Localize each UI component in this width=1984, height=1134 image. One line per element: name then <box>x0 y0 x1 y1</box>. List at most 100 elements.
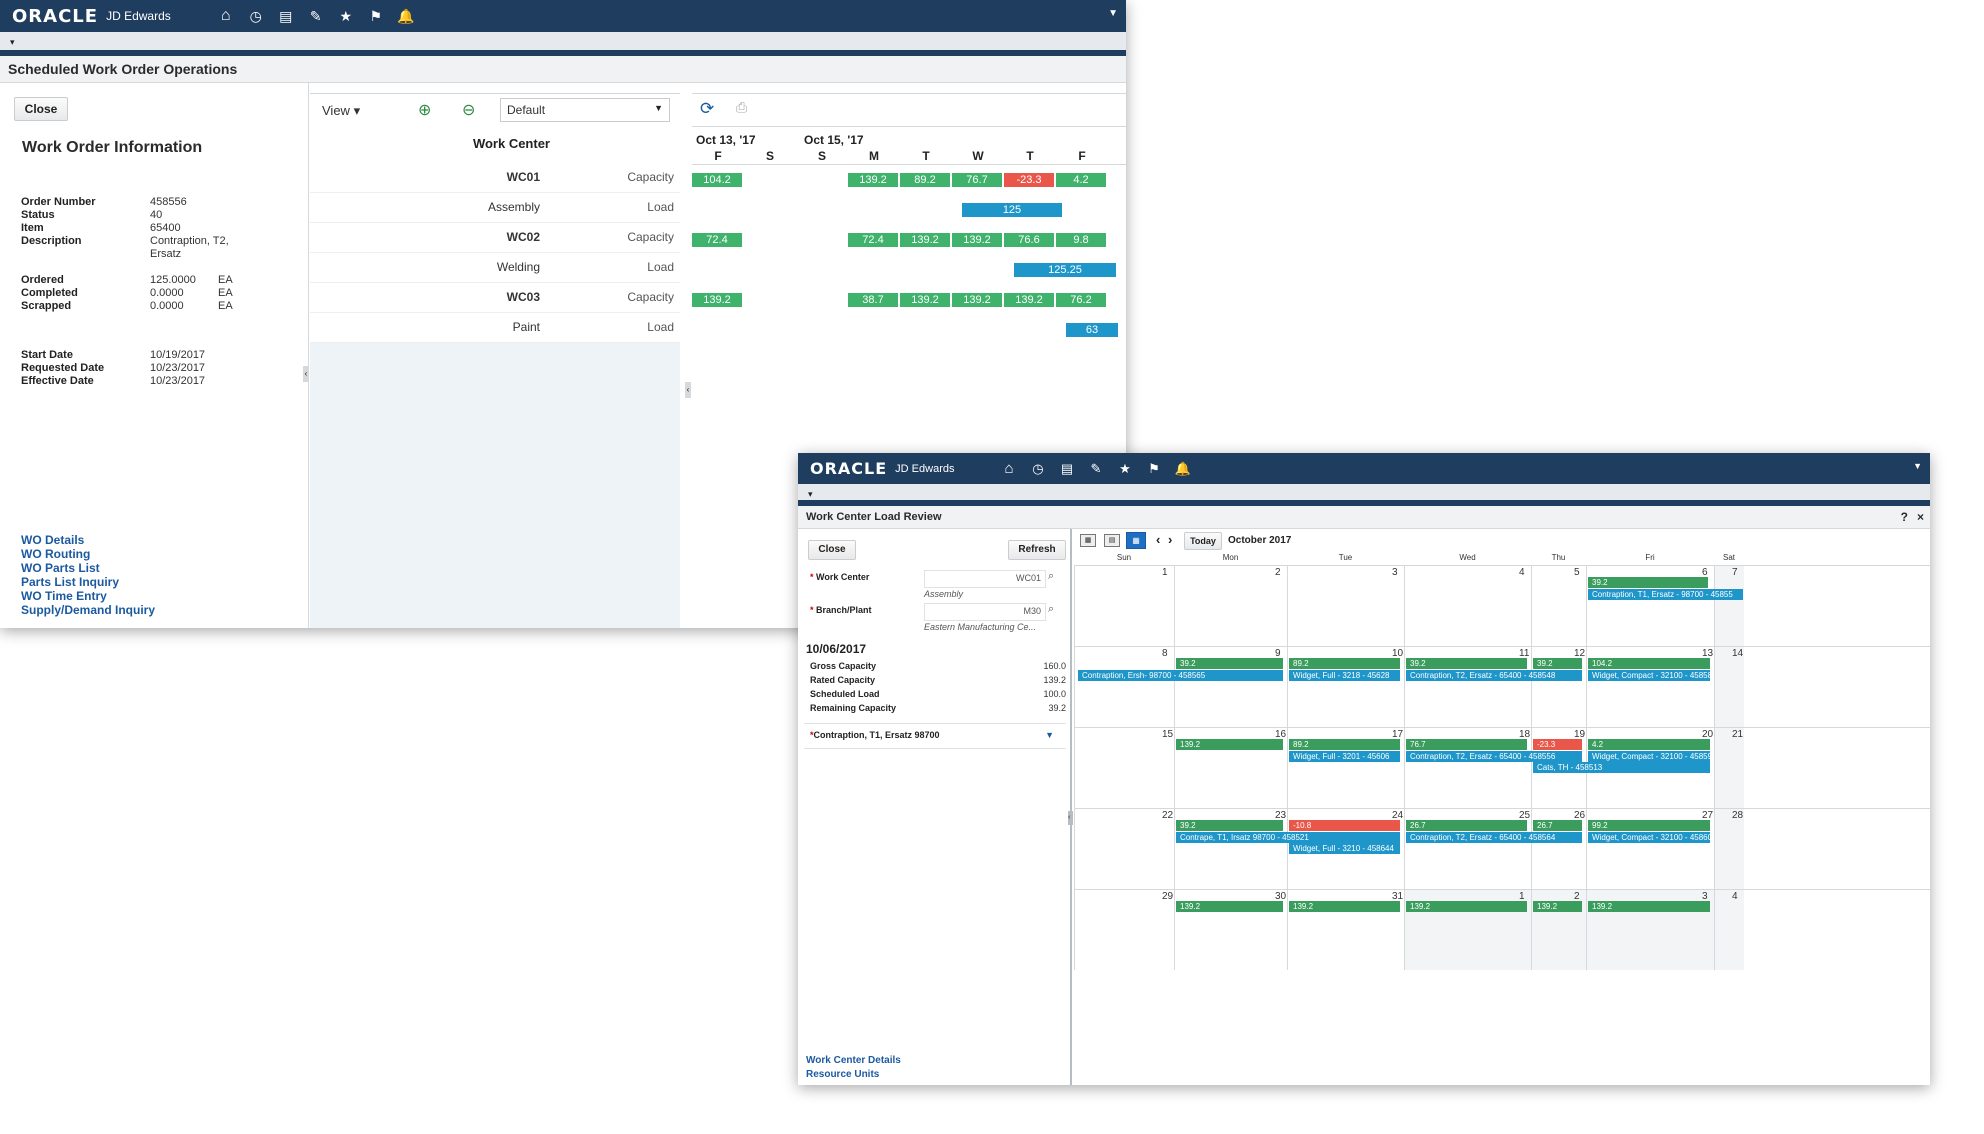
capacity-bar[interactable]: 39.2 <box>1176 658 1283 669</box>
wo-time-entry-link[interactable]: WO Time Entry <box>21 589 107 603</box>
capacity-bar[interactable]: -23.3 <box>1533 739 1582 750</box>
capacity-bar[interactable]: -10.8 <box>1289 820 1400 831</box>
help-icon[interactable]: ? <box>1900 510 1908 524</box>
work-order-bar[interactable]: Widget, Compact - 32100 - 458599 <box>1588 751 1710 762</box>
calendar-day-cell[interactable] <box>1074 566 1174 646</box>
user-menu-caret-icon[interactable]: ▼ <box>1108 8 1118 19</box>
capacity-bar[interactable]: 104.2 <box>1588 658 1710 669</box>
collapse-center-panel-icon[interactable]: ‹ <box>685 382 691 398</box>
notification-bell-icon[interactable]: 🔔 <box>1174 460 1192 476</box>
print-icon[interactable]: ⎙ <box>736 99 748 115</box>
close-button[interactable]: Close <box>14 97 68 121</box>
capacity-cell[interactable]: 139.2 <box>692 293 742 307</box>
refresh-icon[interactable]: ⟳ <box>700 99 715 118</box>
work-center-row[interactable]: Assembly Load <box>310 192 680 223</box>
work-center-row[interactable]: WC03 Capacity <box>310 282 680 313</box>
capacity-cell[interactable]: 72.4 <box>848 233 898 247</box>
parts-list-inquiry-link[interactable]: Parts List Inquiry <box>21 575 120 589</box>
capacity-bar[interactable]: 4.2 <box>1588 739 1710 750</box>
capacity-cell[interactable]: 139.2 <box>900 233 950 247</box>
calendar-day-cell[interactable] <box>1287 566 1404 646</box>
capacity-bar[interactable]: 139.2 <box>1588 901 1710 912</box>
favorites-icon[interactable]: ★ <box>1119 460 1131 476</box>
wo-details-link[interactable]: WO Details <box>21 533 85 547</box>
load-bar[interactable]: 63 <box>1066 323 1118 337</box>
capacity-cell[interactable]: 139.2 <box>952 293 1002 307</box>
capacity-bar[interactable]: 76.7 <box>1406 739 1527 750</box>
calendar-day-cell[interactable] <box>1714 566 1744 646</box>
calendar-day-cell[interactable] <box>1714 890 1744 970</box>
calendar-day-cell[interactable] <box>1531 566 1586 646</box>
collapse-left-panel-icon[interactable]: ‹ <box>303 366 309 382</box>
previous-icon[interactable]: ‹ <box>1156 532 1161 547</box>
branch-plant-input[interactable]: M30 <box>924 603 1046 621</box>
capacity-cell[interactable]: 76.7 <box>952 173 1002 187</box>
capacity-cell[interactable]: 76.2 <box>1056 293 1106 307</box>
work-center-row[interactable]: Paint Load <box>310 312 680 343</box>
close-button[interactable]: Close <box>808 540 856 560</box>
calendar-day-cell[interactable] <box>1074 728 1174 808</box>
work-order-bar[interactable]: Contraption, T1, Ersatz - 98700 - 45855 <box>1588 589 1743 600</box>
home-icon[interactable]: ⌂ <box>220 7 231 24</box>
search-icon[interactable]: ⌕ <box>1048 570 1055 582</box>
capacity-cell[interactable]: 4.2 <box>1056 173 1106 187</box>
recent-icon[interactable]: ◷ <box>1032 460 1044 476</box>
capacity-bar[interactable]: 89.2 <box>1289 658 1400 669</box>
calendar-day-cell[interactable] <box>1714 647 1744 727</box>
collapse-left-panel-icon[interactable]: ‹ <box>1068 811 1073 825</box>
edit-icon[interactable]: ✎ <box>309 7 322 24</box>
work-order-bar[interactable]: Contrape, T1, Irsatz 98700 - 458521 <box>1176 832 1400 843</box>
search-icon[interactable]: ⌕ <box>1048 603 1055 615</box>
tasks-icon[interactable]: ▤ <box>1060 460 1074 476</box>
capacity-bar[interactable]: 39.2 <box>1588 577 1708 588</box>
capacity-cell[interactable]: 104.2 <box>692 173 742 187</box>
zoom-in-icon[interactable]: ⊕ <box>418 102 432 119</box>
next-icon[interactable]: › <box>1168 532 1173 547</box>
edit-icon[interactable]: ✎ <box>1090 460 1102 476</box>
favorites-icon[interactable]: ★ <box>339 7 353 24</box>
flag-icon[interactable]: ⚑ <box>369 7 383 24</box>
calendar-day-cell[interactable] <box>1714 728 1744 808</box>
calendar-day-cell[interactable] <box>1714 809 1744 889</box>
capacity-cell[interactable]: 139.2 <box>848 173 898 187</box>
capacity-bar[interactable]: 89.2 <box>1289 739 1400 750</box>
zoom-out-icon[interactable]: ⊖ <box>462 102 476 119</box>
month-view-icon[interactable]: ▦ <box>1126 532 1146 549</box>
capacity-cell[interactable]: 139.2 <box>900 293 950 307</box>
capacity-cell[interactable]: -23.3 <box>1004 173 1054 187</box>
resource-units-link[interactable]: Resource Units <box>806 1069 880 1080</box>
day-view-icon[interactable]: ▦ <box>1080 534 1096 547</box>
capacity-cell[interactable]: 76.6 <box>1004 233 1054 247</box>
work-center-row[interactable]: WC02 Capacity <box>310 222 680 253</box>
notification-bell-icon[interactable]: 🔔 <box>397 7 415 24</box>
work-order-bar[interactable]: Contraption, Ersh- 98700 - 458565 <box>1078 670 1283 681</box>
work-order-bar[interactable]: Widget, Full - 3201 - 45606 <box>1289 751 1400 762</box>
wo-routing-link[interactable]: WO Routing <box>21 547 91 561</box>
capacity-bar[interactable]: 139.2 <box>1406 901 1527 912</box>
work-center-row[interactable]: Welding Load <box>310 252 680 283</box>
work-order-bar[interactable]: Widget, Full - 3210 - 458644 <box>1289 843 1400 854</box>
work-order-bar[interactable]: Contraption, T2, Ersatz - 65400 - 458564 <box>1406 832 1582 843</box>
work-order-bar[interactable]: Contraption, T2, Ersatz - 65400 - 458548 <box>1406 670 1582 681</box>
work-center-row[interactable]: WC01 Capacity <box>310 162 680 193</box>
wo-parts-list-link[interactable]: WO Parts List <box>21 561 100 575</box>
home-icon[interactable]: ⌂ <box>1004 460 1014 477</box>
work-order-bar[interactable]: Contraption, T2, Ersatz - 65400 - 458556 <box>1406 751 1582 762</box>
work-center-details-link[interactable]: Work Center Details <box>806 1055 901 1066</box>
work-order-bar[interactable]: Widget, Compact - 32100 - 458583 <box>1588 670 1710 681</box>
chevron-down-icon[interactable]: ▼ <box>1045 730 1054 740</box>
flag-icon[interactable]: ⚑ <box>1148 460 1160 476</box>
selected-order-row[interactable]: *Contraption, T1, Ersatz 98700 ▼ <box>804 723 1066 749</box>
capacity-cell[interactable]: 89.2 <box>900 173 950 187</box>
calendar-day-cell[interactable] <box>1174 566 1287 646</box>
capacity-bar[interactable]: 139.2 <box>1176 739 1283 750</box>
calendar-day-cell[interactable] <box>1074 890 1174 970</box>
today-button[interactable]: Today <box>1184 532 1222 550</box>
capacity-bar[interactable]: 139.2 <box>1176 901 1283 912</box>
refresh-button[interactable]: Refresh <box>1008 540 1066 560</box>
capacity-bar[interactable]: 26.7 <box>1406 820 1527 831</box>
capacity-bar[interactable]: 39.2 <box>1406 658 1527 669</box>
week-view-icon[interactable]: ▤ <box>1104 534 1120 547</box>
recent-icon[interactable]: ◷ <box>249 7 262 24</box>
calendar-day-cell[interactable] <box>1074 647 1174 727</box>
